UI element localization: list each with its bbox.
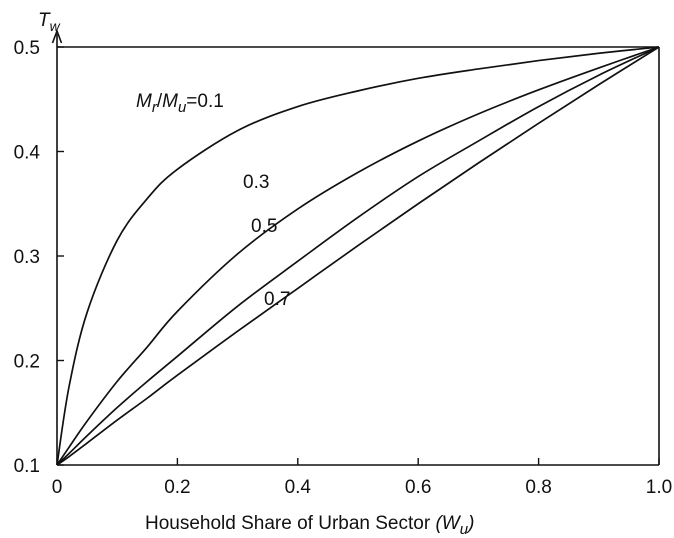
series-line-0-1: [56, 46, 660, 466]
labels: Mr/Mu=0.1 0.3 0.5 0.7 Tw Household Share of U…: [38, 10, 474, 538]
series-line-0-3: [56, 46, 660, 466]
series-label-0-5: 0.5: [251, 216, 277, 237]
x-tick-label: 0.2: [164, 477, 190, 498]
y-tick-label: 0.2: [14, 352, 40, 373]
x-tick-label: 1.0: [646, 477, 672, 498]
x-tick-label: 0: [52, 477, 63, 498]
y-axis-title: Tw: [38, 10, 61, 34]
x-tick-label: 0.4: [285, 477, 312, 498]
y-tick-label: 0.4: [14, 143, 41, 164]
curves: [56, 46, 660, 466]
series-line-0-5: [56, 46, 660, 466]
axes: [51, 28, 660, 466]
y-tick-label: 0.3: [14, 247, 40, 268]
series-label-0-3: 0.3: [243, 172, 269, 193]
y-axis-arrow: [51, 28, 63, 44]
y-tick-label: 0.5: [14, 38, 40, 59]
y-tick-label: 0.1: [14, 456, 40, 477]
x-tick-label: 0.6: [405, 477, 431, 498]
series-line-0-7: [56, 46, 660, 466]
x-axis-title: Household Share of Urban Sector (Wu): [145, 513, 474, 538]
ticks: 0 0.2 0.4 0.6 0.8 1.0 0.1 0.2 0.3 0.4 0.5: [14, 38, 673, 498]
x-tick-label: 0.8: [525, 477, 551, 498]
series-label-0-1: Mr/Mu=0.1: [136, 91, 224, 116]
series-label-0-7: 0.7: [264, 289, 290, 310]
